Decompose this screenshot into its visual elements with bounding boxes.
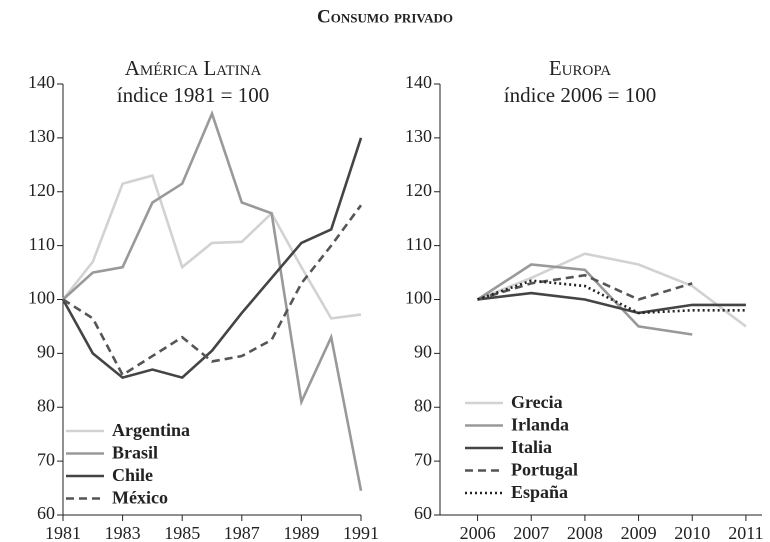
y-tick-label: 100 [28,288,55,308]
legend-label: México [112,488,168,508]
legend-label: Chile [112,465,153,485]
legend-label: Grecia [511,392,563,412]
y-tick-label: 130 [405,126,432,146]
y-tick-label: 80 [414,395,432,415]
y-tick-label: 140 [28,72,55,92]
y-tick-label: 120 [405,180,432,200]
series-line [61,174,362,320]
y-tick-label: 120 [28,180,55,200]
x-tick-label: 2011 [728,523,763,542]
legend-label: Argentina [112,420,190,440]
x-tick-label: 1985 [164,523,200,542]
legend-label: Irlanda [511,415,569,435]
series-line [476,263,693,336]
legend-label: Italia [511,437,552,457]
x-tick-label: 1991 [343,523,379,542]
y-tick-label: 110 [29,234,55,254]
series-line [477,273,693,301]
figure-title: Consumo privado [317,6,453,27]
series-line [62,109,363,492]
x-tick-label: 1983 [105,523,141,542]
y-tick-label: 60 [414,503,432,523]
y-tick-label: 70 [37,449,55,469]
chart-subtitle: índice 2006 = 100 [504,83,656,107]
series-line [477,279,746,315]
y-tick-label: 80 [37,395,55,415]
x-tick-label: 2007 [513,523,549,542]
series-line [477,252,747,328]
x-tick-label: 2010 [674,523,710,542]
y-tick-label: 90 [414,342,432,362]
chart-subtitle: índice 1981 = 100 [117,83,269,107]
series-line [62,204,363,377]
x-tick-label: 2006 [460,523,496,542]
x-tick-label: 1981 [45,523,81,542]
y-tick-label: 70 [414,449,432,469]
legend-label: España [511,482,568,502]
x-tick-label: 2009 [621,523,657,542]
series-line [61,137,363,380]
y-tick-label: 60 [37,503,55,523]
y-tick-label: 100 [405,288,432,308]
legend-label: Portugal [511,460,578,480]
x-tick-label: 1987 [224,523,260,542]
chart-title: América Latina [125,56,262,80]
series-line [477,291,746,315]
x-tick-label: 1989 [283,523,319,542]
chart-title: Europa [549,56,611,80]
y-tick-label: 90 [37,342,55,362]
y-tick-label: 110 [406,234,432,254]
y-tick-label: 140 [405,72,432,92]
x-tick-label: 2008 [567,523,603,542]
y-tick-label: 130 [28,126,55,146]
legend-label: Brasil [112,443,158,463]
